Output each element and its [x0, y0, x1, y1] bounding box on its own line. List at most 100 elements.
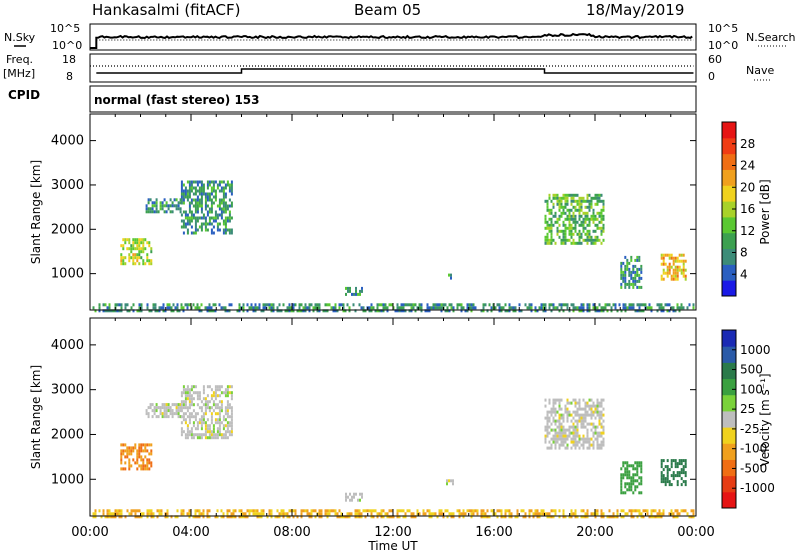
velocity-cell	[138, 446, 141, 450]
power-cell	[151, 210, 154, 214]
power-cell	[160, 306, 163, 310]
velocity-cell	[192, 403, 195, 407]
velocity-cell	[626, 482, 629, 486]
power-cell	[122, 238, 125, 242]
velocity-cell	[190, 433, 193, 437]
power-cell	[216, 225, 219, 229]
power-cell	[222, 198, 225, 202]
power-cell	[496, 303, 499, 307]
power-cell	[208, 306, 211, 310]
velocity-cell	[678, 471, 681, 475]
velocity-cell	[456, 509, 459, 513]
power-cell	[226, 183, 229, 187]
velocity-cell	[560, 431, 563, 435]
power-cell	[254, 306, 257, 310]
velocity-cell	[676, 474, 679, 478]
velocity-cell	[196, 436, 199, 440]
power-cell	[202, 213, 205, 217]
velocity-cell	[670, 509, 673, 513]
power-cell	[624, 264, 627, 268]
power-cell	[630, 282, 633, 286]
power-cell	[550, 226, 553, 230]
velocity-cell	[218, 400, 221, 404]
power-colorbar-tick-label: 28	[740, 137, 755, 151]
noise-left-tick-hi: 10^5	[50, 22, 80, 35]
velocity-cell	[628, 470, 631, 474]
power-cell	[620, 282, 623, 286]
velocity-cell	[554, 509, 557, 513]
velocity-cell	[614, 515, 617, 519]
power-cell	[550, 238, 553, 242]
velocity-cell	[334, 512, 337, 516]
power-cell	[126, 309, 129, 313]
power-cell	[142, 241, 145, 245]
velocity-cell	[560, 428, 563, 432]
velocity-cell	[580, 422, 583, 426]
velocity-cell	[210, 433, 213, 437]
velocity-cell	[586, 446, 589, 450]
velocity-cell	[542, 509, 545, 513]
velocity-cell	[338, 509, 341, 513]
velocity-cell	[546, 515, 549, 519]
velocity-cell	[140, 455, 143, 459]
power-cell	[586, 306, 589, 310]
power-cell	[292, 309, 295, 313]
power-cell	[668, 303, 671, 307]
power-cell	[192, 192, 195, 196]
power-cell	[596, 306, 599, 310]
power-cell	[450, 303, 453, 307]
velocity-cell	[146, 443, 149, 447]
velocity-cell	[226, 421, 229, 425]
power-cell	[558, 235, 561, 239]
velocity-cell	[192, 424, 195, 428]
velocity-cell	[588, 413, 591, 417]
power-cell	[202, 189, 205, 193]
velocity-cell	[260, 512, 263, 516]
power-cell	[596, 223, 599, 227]
velocity-cell	[654, 515, 657, 519]
power-cell	[198, 216, 201, 220]
velocity-colorbar-tick-label: 100	[740, 382, 763, 396]
power-cell	[514, 309, 517, 313]
power-cell	[632, 306, 635, 310]
velocity-cell	[220, 409, 223, 413]
velocity-cell	[179, 409, 182, 413]
velocity-cell	[496, 515, 499, 519]
power-cell	[574, 229, 577, 233]
velocity-cell	[224, 418, 227, 422]
power-cell	[116, 309, 119, 313]
power-cell	[346, 303, 349, 307]
velocity-cell	[602, 437, 605, 441]
power-cell	[426, 309, 429, 313]
noise-right-tick-hi: 10^5	[708, 22, 738, 35]
velocity-cell	[592, 446, 595, 450]
velocity-cell	[132, 449, 135, 453]
power-cell	[548, 193, 551, 197]
velocity-cell	[570, 446, 573, 450]
velocity-cell	[652, 509, 655, 513]
power-cell	[638, 309, 641, 313]
velocity-cell	[596, 413, 599, 417]
velocity-cell	[212, 436, 215, 440]
power-cell	[186, 213, 189, 217]
power-cell	[194, 207, 197, 211]
power-cell	[568, 208, 571, 212]
power-cell	[452, 306, 455, 310]
velocity-cell	[662, 468, 665, 472]
velocity-cell	[620, 485, 623, 489]
velocity-cell	[488, 515, 491, 519]
power-cell	[602, 229, 605, 233]
velocity-cell	[560, 437, 563, 441]
velocity-cell	[446, 515, 449, 519]
velocity-cell	[360, 512, 363, 516]
velocity-cell	[204, 403, 207, 407]
noise-left-tick-lo: 10^0	[52, 39, 82, 52]
power-cell	[504, 303, 507, 307]
power-cell	[632, 282, 635, 286]
power-cell	[204, 192, 207, 196]
power-cell	[230, 228, 233, 232]
power-cell	[574, 226, 577, 230]
velocity-cell	[140, 446, 143, 450]
power-cell	[298, 306, 301, 310]
velocity-cell	[602, 419, 605, 423]
